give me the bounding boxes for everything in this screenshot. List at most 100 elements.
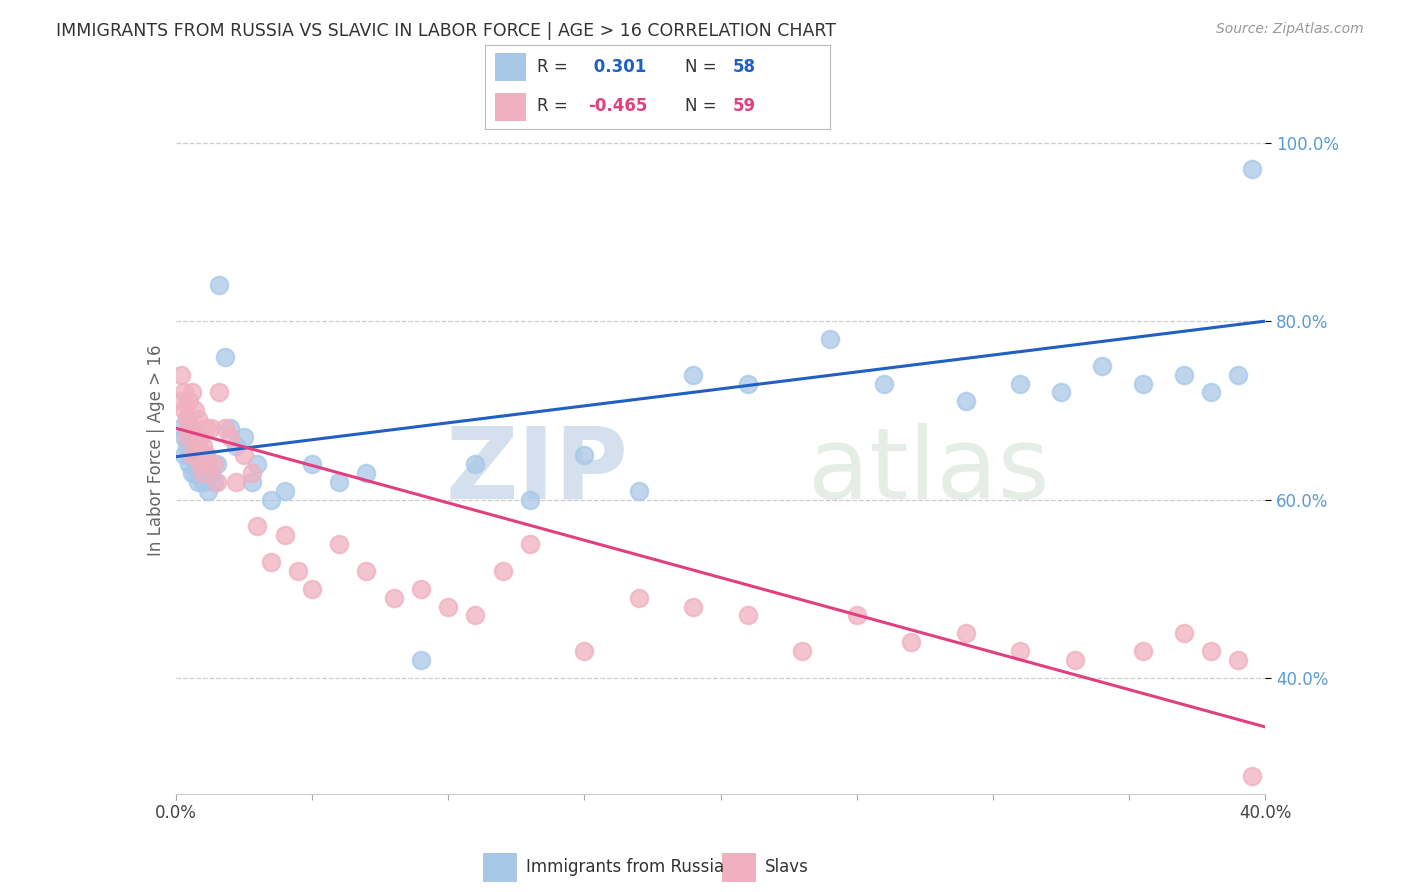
Point [194,421,217,435]
Point [184,430,207,444]
Point [200,421,222,435]
Point [186,439,209,453]
Text: 0.301: 0.301 [588,59,647,77]
Point [232,430,254,444]
Point [818,332,841,346]
Point [184,403,207,417]
Point [301,582,323,596]
Point [492,564,515,578]
Text: IMMIGRANTS FROM RUSSIA VS SLAVIC IN LABOR FORCE | AGE > 16 CORRELATION CHART: IMMIGRANTS FROM RUSSIA VS SLAVIC IN LABO… [56,22,837,40]
Text: atlas: atlas [807,423,1049,519]
Bar [495,93,526,120]
Point [181,385,204,400]
Point [179,430,201,444]
Point [186,448,209,462]
Point [219,421,242,435]
Point [184,466,207,480]
Point [186,412,209,426]
Point [437,599,460,614]
Point [208,385,231,400]
Point [356,466,378,480]
Point [219,430,242,444]
Point [240,475,263,489]
Point [240,466,263,480]
Y-axis label: In Labor Force | Age > 16: In Labor Force | Age > 16 [146,344,165,557]
Point [232,448,254,462]
Point [179,421,201,435]
Point [205,457,228,471]
Point [955,626,977,640]
Point [627,591,650,605]
Point [191,475,214,489]
Point [792,644,814,658]
Point [225,439,247,453]
Point [1173,626,1195,640]
Text: Source: ZipAtlas.com: Source: ZipAtlas.com [1216,22,1364,37]
Point [464,608,486,623]
Point [737,376,759,391]
Point [900,635,922,649]
Point [181,421,204,435]
Point [208,278,231,293]
Point [197,457,219,471]
Point [181,421,204,435]
Point [194,448,217,462]
Point [260,492,283,507]
Point [170,394,193,409]
Point [682,368,704,382]
Point [176,439,198,453]
Point [260,555,283,569]
Point [627,483,650,498]
Text: -0.465: -0.465 [588,96,648,114]
Point [184,430,207,444]
Point [328,537,350,551]
Point [194,448,217,462]
Text: ZIP: ZIP [446,423,628,519]
Point [191,466,214,480]
Point [1240,162,1263,177]
Point [200,466,222,480]
Point [519,537,541,551]
Point [574,644,596,658]
Point [173,430,195,444]
Point [845,608,868,623]
Point [191,439,214,453]
Point [1227,368,1250,382]
Point [519,492,541,507]
Point [186,457,209,471]
Point [287,564,309,578]
Point [409,582,432,596]
Point [1132,644,1154,658]
Text: 58: 58 [733,59,756,77]
Point [176,412,198,426]
Point [873,376,896,391]
Text: Slavs: Slavs [765,858,808,877]
Point [179,457,201,471]
Point [205,475,228,489]
Point [1173,368,1195,382]
Point [1240,769,1263,783]
Bar [484,854,516,881]
Point [328,475,350,489]
Point [197,457,219,471]
Point [409,653,432,667]
Text: N =: N = [685,59,717,77]
Point [1227,653,1250,667]
Point [181,439,204,453]
Point [181,448,204,462]
Text: Immigrants from Russia: Immigrants from Russia [526,858,724,877]
Point [202,475,225,489]
Point [191,457,214,471]
Point [214,350,236,364]
Point [181,466,204,480]
Point [955,394,977,409]
Point [737,608,759,623]
Bar [495,54,526,81]
Point [186,475,209,489]
Point [176,412,198,426]
Point [188,430,211,444]
Point [1091,359,1114,373]
Point [188,448,211,462]
Point [1010,376,1032,391]
Point [173,385,195,400]
